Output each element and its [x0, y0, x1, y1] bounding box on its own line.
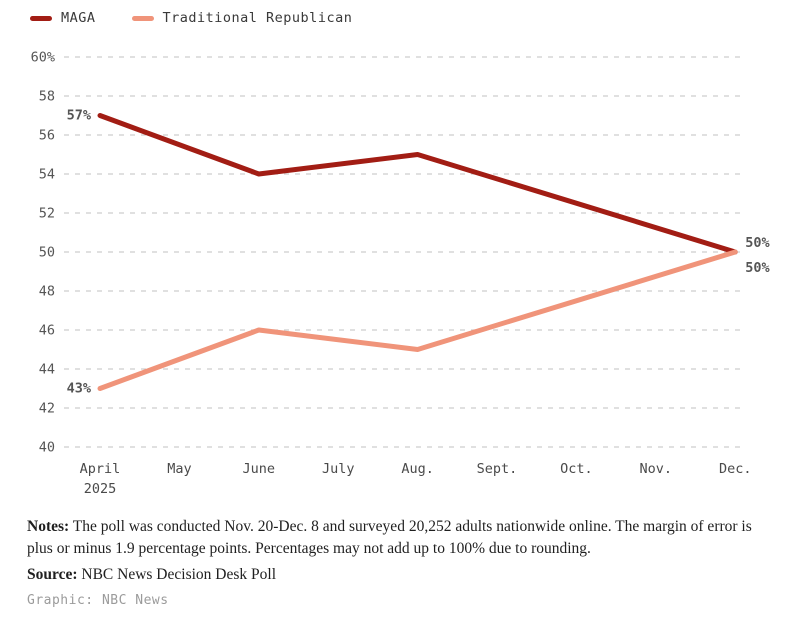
y-tick-label: 56	[39, 128, 55, 144]
y-tick-label: 44	[39, 362, 55, 378]
x-tick-label: May	[167, 461, 191, 477]
x-tick-label: Nov.	[640, 461, 673, 477]
x-tick-label: Oct.	[560, 461, 593, 477]
series-line-maga	[97, 113, 738, 255]
legend-item-maga: MAGA	[30, 10, 96, 26]
y-tick-label: 58	[39, 89, 55, 105]
line-chart: 60% 58 56 54 52 50 48 46 44 42 40 April 2025 May June J…	[31, 50, 771, 498]
chart-legend: MAGA Traditional Republican	[30, 10, 352, 26]
source-line: Source: NBC News Decision Desk Poll	[27, 564, 779, 586]
x-tick-label: Dec.	[719, 461, 752, 477]
graphic-credit: Graphic: NBC News	[27, 592, 169, 608]
y-tick-label: 54	[39, 167, 55, 183]
x-tick-year-label: 2025	[84, 481, 117, 497]
data-point-label: 43%	[67, 381, 92, 397]
legend-label-maga: MAGA	[61, 10, 96, 26]
x-tick-label: Aug.	[401, 461, 434, 477]
notes-line: Notes: The poll was conducted Nov. 20-De…	[27, 516, 779, 559]
x-tick-label: Sept.	[477, 461, 518, 477]
y-tick-label: 60%	[31, 50, 55, 66]
traditional-republican-line-swatch	[131, 15, 154, 21]
x-tick-label: July	[322, 461, 355, 477]
y-tick-label: 50	[39, 245, 55, 261]
footnotes: Notes: The poll was conducted Nov. 20-De…	[27, 516, 779, 608]
y-tick-label: 46	[39, 323, 55, 339]
maga-line-swatch	[30, 15, 52, 21]
legend-label-traditional-republican: Traditional Republican	[162, 10, 353, 26]
legend-item-traditional-republican: Traditional Republican	[131, 10, 353, 26]
notes-text: The poll was conducted Nov. 20-Dec. 8 an…	[27, 518, 752, 557]
series-line-traditional-republican	[97, 249, 738, 391]
y-tick-label: 42	[39, 401, 55, 417]
y-tick-label: 52	[39, 206, 55, 222]
y-tick-label: 48	[39, 284, 55, 300]
data-point-label: 57%	[67, 108, 92, 124]
source-text: NBC News Decision Desk Poll	[81, 566, 276, 583]
data-point-label: 50%	[745, 260, 770, 276]
data-point-label: 50%	[745, 235, 770, 251]
notes-label: Notes:	[27, 518, 70, 535]
x-tick-label: April	[80, 461, 121, 477]
y-tick-label: 40	[39, 440, 55, 456]
source-label: Source:	[27, 566, 78, 583]
x-tick-label: June	[243, 461, 276, 477]
